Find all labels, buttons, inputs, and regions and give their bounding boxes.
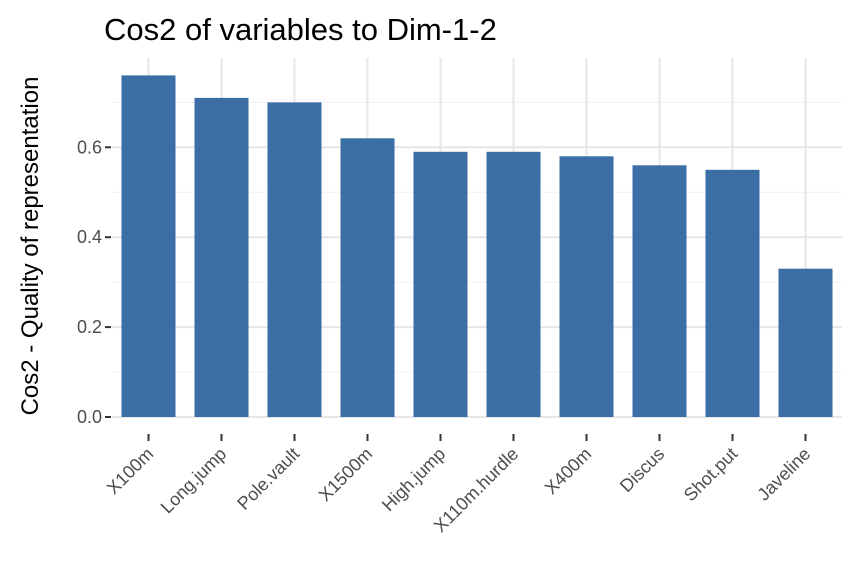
bar-x400m — [559, 156, 614, 418]
chart-title: Cos2 of variables to Dim-1-2 — [104, 12, 497, 47]
bar-x100m — [121, 75, 176, 418]
x-tick-label: Discus — [616, 444, 668, 496]
x-tick-label: Long.jump — [157, 444, 231, 518]
x-tick-label: Javeline — [753, 444, 814, 505]
x-tick-label: X400m — [541, 444, 595, 498]
bar-discus — [632, 165, 687, 417]
bar-pole-vault — [267, 102, 322, 418]
x-tick-label: Shot.put — [680, 444, 742, 506]
x-tick-label: High.jump — [378, 444, 449, 515]
bar-javeline — [778, 268, 833, 417]
bar-long-jump — [194, 97, 249, 418]
y-axis-label: Cos2 - Quality of representation — [17, 77, 44, 416]
y-tick-label: 0.0 — [77, 407, 102, 427]
bar-x110m-hurdle — [486, 151, 541, 418]
bar-shot-put — [705, 169, 760, 417]
bar-high-jump — [413, 151, 468, 418]
y-tick-label: 0.2 — [77, 317, 102, 337]
y-tick-label: 0.6 — [77, 137, 102, 157]
x-tick-label: X100m — [103, 444, 157, 498]
y-axis: 0.0 0.2 0.4 0.6 — [77, 137, 111, 427]
x-axis: X100m Long.jump Pole.vault X1500m High.jump X… — [103, 434, 814, 536]
bar-x1500m — [340, 138, 395, 418]
bars — [121, 75, 833, 418]
y-tick-label: 0.4 — [77, 227, 102, 247]
x-tick-label: X1500m — [315, 444, 377, 506]
x-tick-label: Pole.vault — [233, 444, 303, 514]
